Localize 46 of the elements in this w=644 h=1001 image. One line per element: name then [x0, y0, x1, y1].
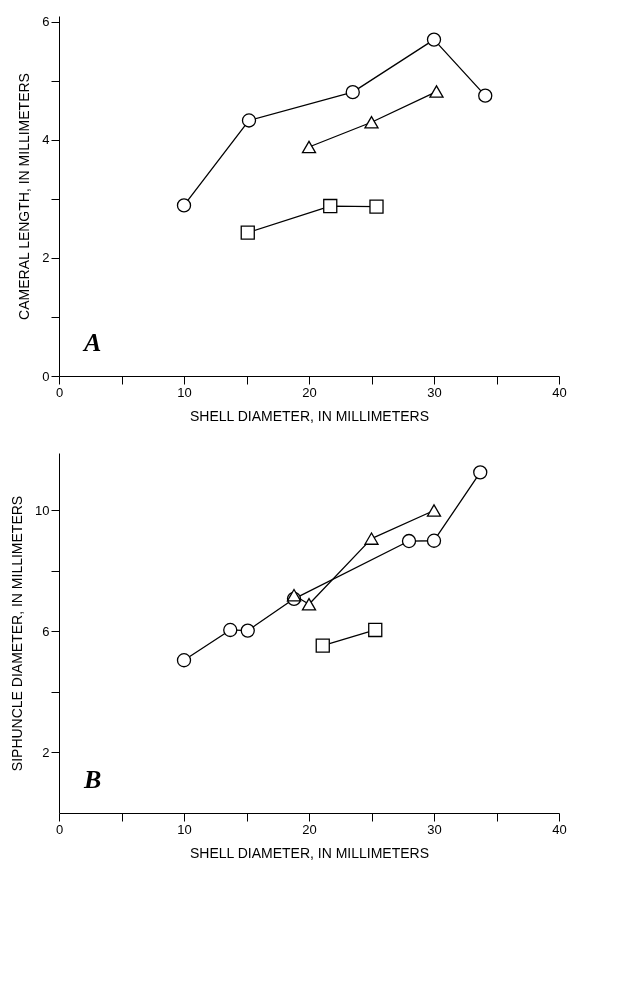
- y-axis-title: SIPHUNCLE DIAMETER, IN MILLIMETERS: [9, 495, 26, 772]
- y-tick-label: 4: [42, 132, 50, 148]
- point: [478, 88, 493, 103]
- point: [364, 532, 379, 545]
- point: [176, 198, 192, 213]
- point: [176, 653, 192, 668]
- x-tick-label: 30: [427, 384, 442, 400]
- y-tick-label: 6: [42, 623, 50, 639]
- point: [301, 597, 317, 611]
- y-tick-label: 2: [42, 745, 50, 760]
- x-tick-label: 10: [177, 821, 192, 837]
- point: [301, 140, 317, 154]
- point: [315, 638, 330, 653]
- y-tick-label: 0: [42, 368, 50, 384]
- point: [240, 623, 255, 638]
- y-tick-label: 6: [42, 14, 50, 30]
- y-tick-label: 10: [35, 502, 50, 518]
- point: [368, 622, 383, 638]
- point: [369, 199, 384, 214]
- annotation: A: [82, 328, 102, 357]
- y-axis-title: CAMERAL LENGTH, IN MILLIMETERS: [16, 73, 33, 320]
- point: [473, 465, 488, 480]
- point: [364, 115, 379, 129]
- x-tick-label: 20: [302, 384, 317, 400]
- x-tick-label: 0: [55, 384, 64, 400]
- annotation: B: [83, 765, 102, 794]
- point: [426, 32, 442, 47]
- point: [323, 198, 338, 214]
- x-axis-title: SHELL DIAMETER, IN MILLIMETERS: [189, 407, 430, 424]
- x-tick-label: 20: [302, 821, 317, 837]
- point: [345, 84, 360, 100]
- point: [426, 504, 442, 517]
- x-tick-label: 30: [427, 821, 442, 837]
- point: [240, 225, 255, 240]
- y-tick-label: 2: [42, 250, 50, 266]
- x-axis-title: SHELL DIAMETER, IN MILLIMETERS: [189, 844, 430, 861]
- x-tick-label: 40: [552, 821, 567, 837]
- point: [223, 622, 238, 638]
- point: [426, 533, 442, 548]
- point: [286, 588, 302, 602]
- point: [241, 113, 257, 128]
- x-tick-label: 40: [552, 384, 567, 400]
- x-tick-label: 0: [55, 821, 64, 837]
- point: [401, 533, 417, 549]
- point: [429, 85, 444, 98]
- x-tick-label: 10: [177, 384, 192, 400]
